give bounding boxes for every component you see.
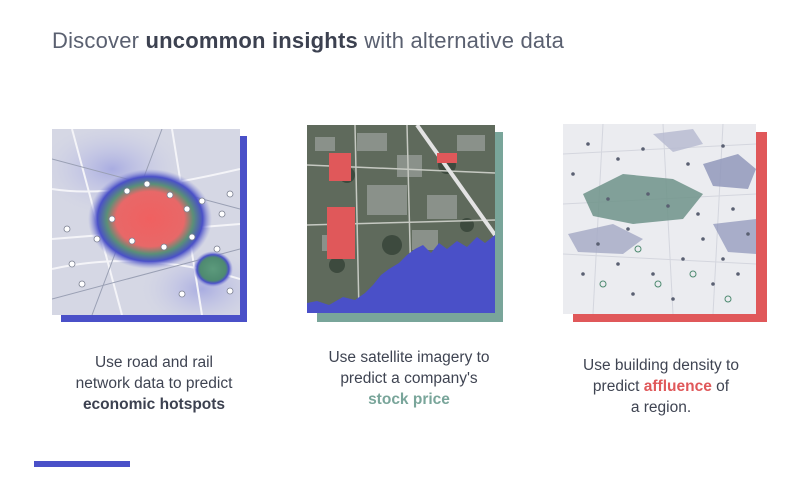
title-suffix: with alternative data bbox=[357, 28, 565, 53]
caption-line: predict a company's bbox=[340, 370, 478, 387]
bottom-accent-bar bbox=[34, 461, 130, 467]
caption-line: network data to predict bbox=[75, 375, 233, 392]
highlight-stock-price: stock price bbox=[368, 391, 450, 408]
caption-line: Use building density to bbox=[583, 357, 739, 374]
building-density-map-image bbox=[563, 124, 756, 314]
title-prefix: Discover bbox=[52, 28, 146, 53]
caption-line: Use road and rail bbox=[94, 354, 214, 371]
page-title: Discover uncommon insights with alternat… bbox=[52, 28, 564, 54]
caption-line-prefix: predict bbox=[592, 378, 644, 395]
caption-line: a region. bbox=[630, 399, 692, 416]
title-highlight: uncommon insights bbox=[145, 28, 358, 53]
caption-satellite: Use satellite imagery to predict a compa… bbox=[299, 347, 519, 410]
caption-line: Use satellite imagery to bbox=[328, 349, 490, 366]
caption-line-suffix: of bbox=[711, 378, 730, 395]
caption-building-density: Use building density to predict affluenc… bbox=[551, 355, 771, 418]
caption-road-rail: Use road and rail network data to predic… bbox=[44, 352, 264, 415]
satellite-imagery-image bbox=[307, 125, 495, 313]
highlight-affluence: affluence bbox=[643, 378, 712, 395]
road-rail-heatmap-image bbox=[52, 129, 240, 315]
highlight-economic-hotspots: economic hotspots bbox=[82, 396, 226, 413]
